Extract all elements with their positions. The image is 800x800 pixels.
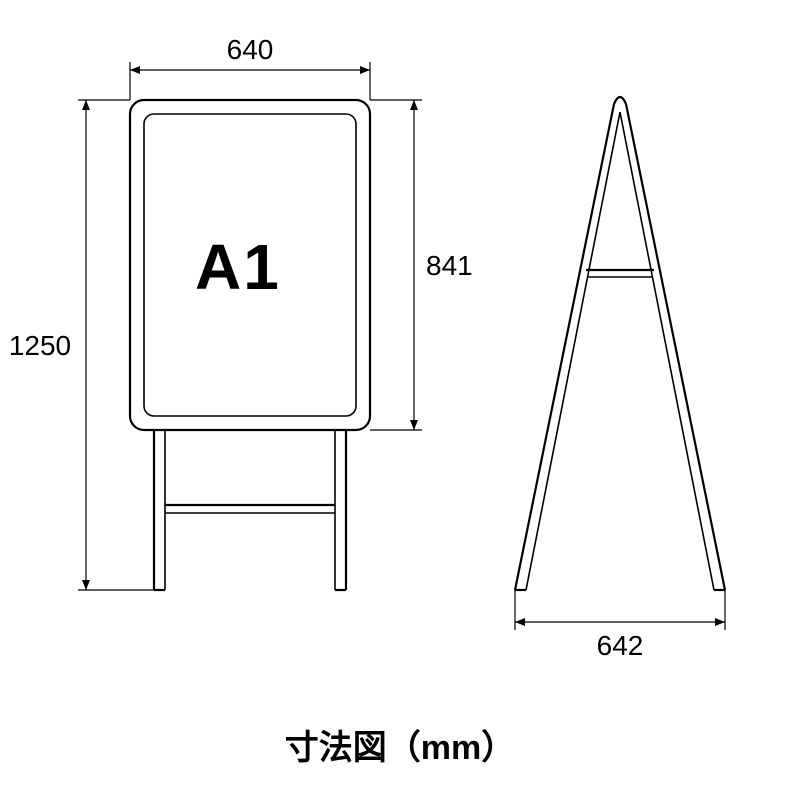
side-view [0,0,800,700]
dim-side-arrow-right [715,618,725,626]
side-left-leg-outer [515,104,614,590]
label-side-base: 642 [515,630,725,662]
diagram-canvas: 640 1250 841 A1 642 寸法図（mm） [0,0,800,800]
dim-side-arrow-left [515,618,525,626]
side-right-leg-inner [620,112,714,590]
side-right-leg-outer [626,104,725,590]
side-apex-cap [614,97,626,104]
diagram-title: 寸法図（mm） [0,720,800,769]
side-left-leg-inner [526,112,620,590]
